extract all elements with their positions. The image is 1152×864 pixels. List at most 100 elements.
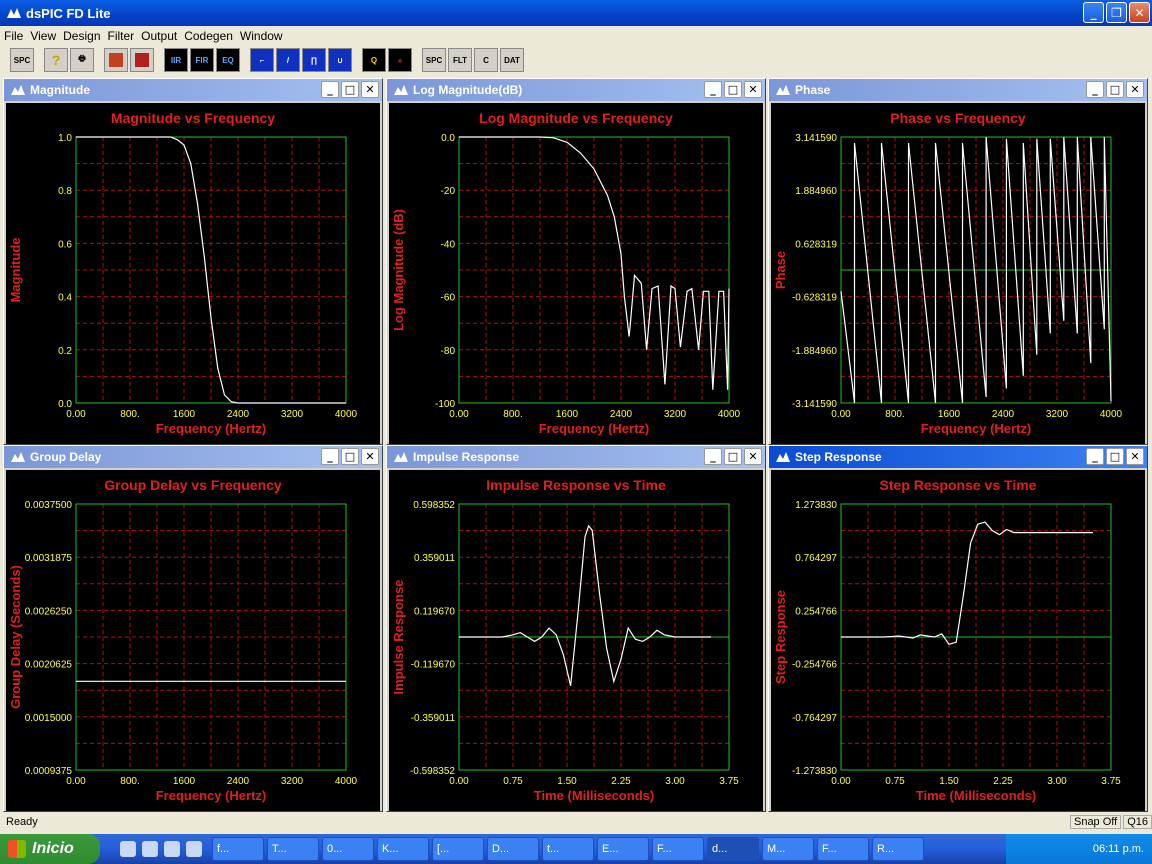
panel-maximize-button[interactable]: □ (341, 81, 359, 98)
impulse-response-window[interactable]: Impulse Response _ □ ✕ Impulse Response vs… (386, 445, 766, 812)
step-response-window[interactable]: Step Response _ □ ✕ Step Response vs Time 0… (768, 445, 1148, 812)
panel-minimize-button[interactable]: _ (704, 448, 722, 465)
y-tick-label: 0.6 (58, 239, 72, 250)
taskbar-item[interactable]: F... (652, 837, 704, 861)
panel-close-button[interactable]: ✕ (1126, 448, 1144, 465)
x-tick-label: 0.75 (503, 776, 523, 787)
title-bar[interactable]: dsPIC FD Lite _ ❐ ✕ (0, 0, 1152, 26)
tool-b-button[interactable] (130, 48, 154, 72)
x-tick-label: 800. (120, 409, 139, 420)
save-flt-button[interactable]: FLT (448, 48, 472, 72)
x-tick-label: 800. (120, 776, 139, 787)
panel-title-bar[interactable]: Log Magnitude(dB) _ □ ✕ (387, 79, 765, 101)
panel-close-button[interactable]: ✕ (361, 81, 379, 98)
panel-close-button[interactable]: ✕ (744, 81, 762, 98)
q-button[interactable]: Q (362, 48, 386, 72)
restore-button[interactable]: ❐ (1106, 2, 1127, 23)
toolbar: SPC ? 🖶 IIR FIR EQ ⌐ / ∏ ∪ Q » SPC FLT C… (0, 46, 1152, 74)
taskbar-item[interactable]: f... (212, 837, 264, 861)
print-button[interactable]: 🖶 (70, 48, 94, 72)
menu-filter[interactable]: Filter (107, 29, 135, 43)
highpass-button[interactable]: / (276, 48, 300, 72)
taskbar-item[interactable]: F... (817, 837, 869, 861)
panel-close-button[interactable]: ✕ (361, 448, 379, 465)
panel-maximize-button[interactable]: □ (1106, 448, 1124, 465)
taskbar-item[interactable]: K... (377, 837, 429, 861)
chart-title: Magnitude vs Frequency (111, 110, 275, 126)
bandstop-icon: ∪ (337, 55, 343, 65)
close-button[interactable]: ✕ (1129, 2, 1150, 23)
panel-title-bar[interactable]: Impulse Response _ □ ✕ (387, 446, 765, 468)
panel-maximize-button[interactable]: □ (724, 448, 742, 465)
run-button[interactable]: » (388, 48, 412, 72)
taskbar-item[interactable]: [... (432, 837, 484, 861)
panel-minimize-button[interactable]: _ (1086, 81, 1104, 98)
save-c-button[interactable]: C (474, 48, 498, 72)
tool-a-button[interactable] (104, 48, 128, 72)
ie-icon[interactable] (120, 841, 136, 857)
help-button[interactable]: ? (44, 48, 68, 72)
spc-button[interactable]: SPC (10, 48, 34, 72)
menu-file[interactable]: File (4, 29, 24, 43)
panel-close-button[interactable]: ✕ (744, 448, 762, 465)
menu-bar: File View Design Filter Output Codegen W… (0, 27, 1152, 45)
y-tick-label: 0.119670 (414, 606, 455, 617)
x-tick-label: 0.00 (449, 776, 469, 787)
taskbar-item[interactable]: d... (707, 837, 759, 861)
taskbar-item[interactable]: D... (487, 837, 539, 861)
panel-title-bar[interactable]: Step Response _ □ ✕ (769, 446, 1147, 468)
menu-output[interactable]: Output (141, 29, 178, 43)
y-tick-label: 0.0031875 (25, 553, 73, 564)
impulse-response-chart: Impulse Response vs Time 0.00 0.75 1.50 2.25… (389, 470, 763, 811)
phase-chart: Phase vs Frequency 0.00 800. 1600 2400 3200 40… (771, 103, 1145, 444)
menu-design[interactable]: Design (63, 29, 101, 43)
fir-button[interactable]: FIR (190, 48, 214, 72)
highpass-icon: / (286, 55, 290, 65)
phase-window[interactable]: Phase _ □ ✕ Phase vs Frequency 0.00 800. 1600… (768, 78, 1148, 445)
bandpass-button[interactable]: ∏ (302, 48, 326, 72)
start-button[interactable]: Inicio (0, 834, 100, 864)
menu-codegen[interactable]: Codegen (184, 29, 233, 43)
group-delay-window[interactable]: Group Delay _ □ ✕ Group Delay vs Frequency… (3, 445, 383, 812)
save-dat-button[interactable]: DAT (500, 48, 524, 72)
taskbar-item[interactable]: R... (872, 837, 924, 861)
menu-view[interactable]: View (30, 29, 57, 43)
panel-minimize-button[interactable]: _ (704, 81, 722, 98)
log-magnitude-chart: Log Magnitude vs Frequency 0.00 800. 1600 24… (389, 103, 763, 444)
panel-minimize-button[interactable]: _ (321, 448, 339, 465)
y-tick-label: 0.0009375 (25, 766, 73, 777)
panel-title-bar[interactable]: Phase _ □ ✕ (769, 79, 1147, 101)
bandstop-button[interactable]: ∪ (328, 48, 352, 72)
menu-window[interactable]: Window (239, 29, 283, 43)
taskbar-item[interactable]: E... (597, 837, 649, 861)
status-text: Ready (6, 816, 38, 828)
app-shortcut-icon[interactable] (186, 841, 202, 857)
panel-maximize-button[interactable]: □ (341, 448, 359, 465)
firefox-icon[interactable] (142, 841, 158, 857)
taskbar-item[interactable]: T... (267, 837, 319, 861)
x-tick-label: 2.25 (993, 776, 1013, 787)
eq-button[interactable]: EQ (216, 48, 240, 72)
panel-title-bar[interactable]: Group Delay _ □ ✕ (4, 446, 382, 468)
panel-maximize-button[interactable]: □ (1106, 81, 1124, 98)
save-spc-button[interactable]: SPC (422, 48, 446, 72)
taskbar-item[interactable]: 0... (322, 837, 374, 861)
taskbar-item[interactable]: M... (762, 837, 814, 861)
y-tick-label: 3.141590 (795, 133, 837, 144)
chart-title: Group Delay vs Frequency (104, 477, 282, 493)
taskbar-item[interactable]: t... (542, 837, 594, 861)
panel-minimize-button[interactable]: _ (1086, 448, 1104, 465)
panel-title-bar[interactable]: Magnitude _ □ ✕ (4, 79, 382, 101)
iir-button[interactable]: IIR (164, 48, 188, 72)
panel-minimize-button[interactable]: _ (321, 81, 339, 98)
lowpass-button[interactable]: ⌐ (250, 48, 274, 72)
x-tick-label: 1600 (938, 409, 961, 420)
minimize-button[interactable]: _ (1083, 2, 1104, 23)
panel-close-button[interactable]: ✕ (1126, 81, 1144, 98)
snap-indicator: Snap Off (1069, 815, 1122, 829)
x-tick-label: 4000 (335, 776, 358, 787)
panel-maximize-button[interactable]: □ (724, 81, 742, 98)
magnitude-window[interactable]: Magnitude _ □ ✕ Magnitude vs Frequency 0.00… (3, 78, 383, 445)
log-magnitude-window[interactable]: Log Magnitude(dB) _ □ ✕ Log Magnitude vs F… (386, 78, 766, 445)
document-icon[interactable] (164, 841, 180, 857)
